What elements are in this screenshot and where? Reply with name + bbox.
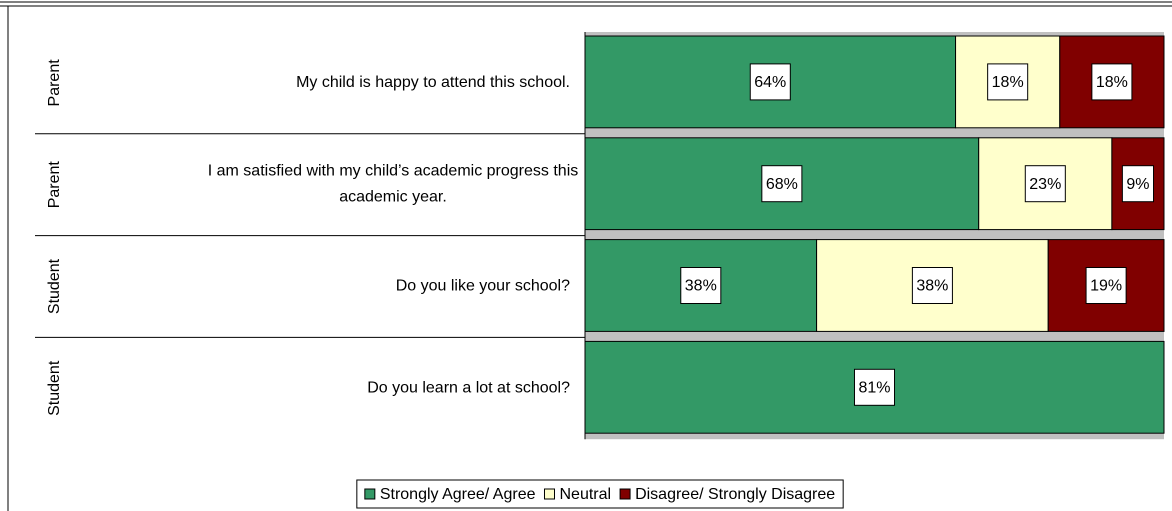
bar-segment — [978, 137, 1113, 231]
group-label: Parent — [46, 161, 63, 209]
value-label: 38% — [916, 278, 948, 295]
value-label-box — [911, 267, 953, 304]
category-label: My child is happy to attend this school. — [296, 74, 570, 91]
value-label-box — [1091, 63, 1133, 101]
value-label-box — [749, 63, 791, 101]
value-label: 23% — [1029, 176, 1061, 193]
legend-label: Strongly Agree/ Agree — [380, 486, 536, 503]
value-label: 19% — [1090, 278, 1122, 295]
legend: Strongly Agree/ Agree Neutral Disagree/ St… — [364, 486, 835, 503]
group-label: Parent — [46, 59, 63, 107]
category-label: Do you like your school? — [396, 278, 570, 295]
value-label-box — [853, 368, 896, 406]
group-label: Student — [46, 360, 63, 416]
value-label: 18% — [1096, 74, 1128, 91]
legend-frame — [356, 479, 844, 509]
value-label: 9% — [1126, 176, 1149, 193]
legend-label: Neutral — [559, 486, 611, 503]
legend-swatch — [364, 488, 376, 500]
value-label: 38% — [685, 278, 717, 295]
value-label: 68% — [766, 176, 798, 193]
value-label: 81% — [858, 380, 890, 397]
value-label-box — [1121, 165, 1155, 203]
group-label: Student — [46, 258, 63, 314]
value-label-box — [761, 165, 803, 203]
value-label: 18% — [992, 74, 1024, 91]
value-label: 64% — [754, 74, 786, 91]
legend-label: Disagree/ Strongly Disagree — [635, 486, 835, 503]
value-label-box — [1085, 267, 1127, 304]
value-label-box — [987, 63, 1029, 101]
value-label-box — [1024, 165, 1066, 203]
legend-swatch — [543, 488, 555, 500]
category-label: Do you learn a lot at school? — [367, 380, 570, 397]
category-label: I am satisfied with my child’s academic … — [208, 163, 579, 206]
legend-swatch — [619, 488, 631, 500]
value-label-box — [680, 267, 722, 304]
